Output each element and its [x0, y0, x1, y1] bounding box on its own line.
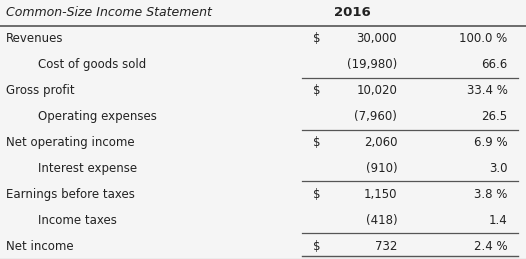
Text: 26.5: 26.5 — [481, 110, 508, 123]
Text: Interest expense: Interest expense — [38, 162, 137, 175]
Text: Net operating income: Net operating income — [6, 136, 135, 149]
Text: $: $ — [313, 84, 320, 97]
Text: (19,980): (19,980) — [347, 58, 397, 71]
Text: Operating expenses: Operating expenses — [38, 110, 157, 123]
Text: 10,020: 10,020 — [356, 84, 397, 97]
Text: Earnings before taxes: Earnings before taxes — [6, 188, 135, 201]
Text: 6.9 %: 6.9 % — [474, 136, 508, 149]
Text: (7,960): (7,960) — [354, 110, 397, 123]
Text: 3.8 %: 3.8 % — [474, 188, 508, 201]
Text: 33.4 %: 33.4 % — [467, 84, 508, 97]
Text: 1,150: 1,150 — [363, 188, 397, 201]
Text: 1.4: 1.4 — [489, 214, 508, 227]
Text: Common-Size Income Statement: Common-Size Income Statement — [6, 6, 212, 19]
Text: $: $ — [313, 32, 320, 45]
Text: $: $ — [313, 188, 320, 201]
Text: Cost of goods sold: Cost of goods sold — [38, 58, 146, 71]
Text: Income taxes: Income taxes — [38, 214, 117, 227]
Text: 30,000: 30,000 — [357, 32, 397, 45]
Text: 2.4 %: 2.4 % — [474, 240, 508, 253]
Text: (418): (418) — [366, 214, 397, 227]
Text: 2,060: 2,060 — [363, 136, 397, 149]
Text: Net income: Net income — [6, 240, 74, 253]
Text: 3.0: 3.0 — [489, 162, 508, 175]
Text: (910): (910) — [366, 162, 397, 175]
Text: 100.0 %: 100.0 % — [459, 32, 508, 45]
Text: Revenues: Revenues — [6, 32, 64, 45]
Text: Gross profit: Gross profit — [6, 84, 75, 97]
Text: $: $ — [313, 136, 320, 149]
Text: 2016: 2016 — [334, 6, 371, 19]
Text: 66.6: 66.6 — [481, 58, 508, 71]
Text: 732: 732 — [375, 240, 397, 253]
Text: $: $ — [313, 240, 320, 253]
